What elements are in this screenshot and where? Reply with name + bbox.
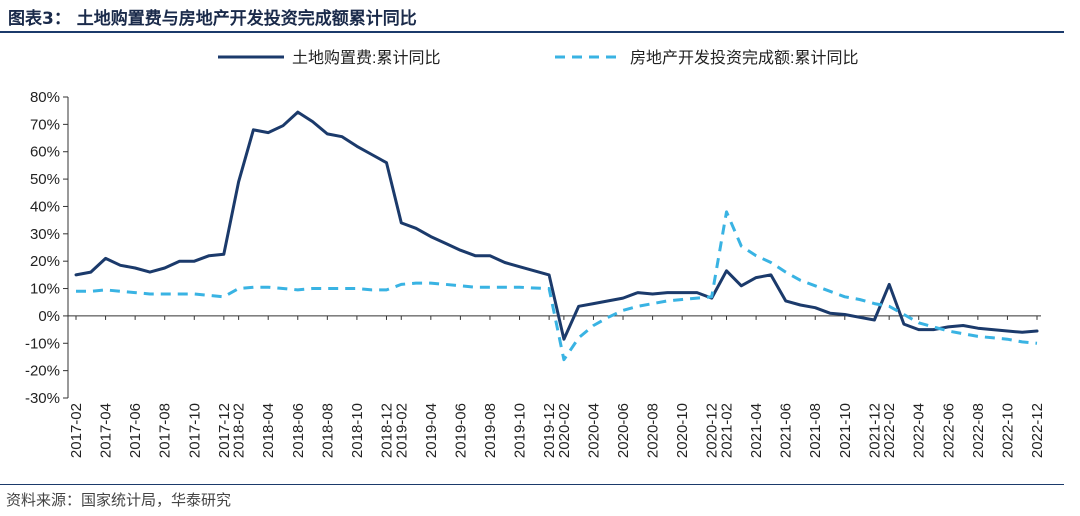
y-tick-label: 50% <box>30 171 60 188</box>
x-tick-label: 2019-08 <box>482 403 499 458</box>
x-tick-label: 2017-02 <box>68 403 85 458</box>
x-tick-label: 2019-12 <box>541 403 558 458</box>
series-line-1 <box>76 210 1038 362</box>
series-line-0 <box>74 110 1039 341</box>
x-tick-label: 2022-08 <box>970 403 987 458</box>
y-tick-label: 70% <box>30 116 60 133</box>
x-tick-label: 2018-08 <box>319 403 336 458</box>
x-tick-label: 2021-12 <box>866 403 883 458</box>
x-tick-label: 2021-06 <box>778 403 795 458</box>
x-tick-label: 2020-06 <box>615 403 632 458</box>
y-tick-label: 30% <box>30 226 60 243</box>
x-tick-label: 2020-12 <box>704 403 721 458</box>
x-tick-label: 2021-08 <box>807 403 824 458</box>
x-tick-label: 2018-02 <box>231 403 248 458</box>
line-chart: 土地购置费:累计同比 房地产开发投资完成额:累计同比 80% 70% 60% 50% 40… <box>25 49 1046 458</box>
x-tick-label: 2020-10 <box>674 403 691 458</box>
x-tick-label: 2021-02 <box>719 403 736 458</box>
x-tick-label: 2022-04 <box>911 403 928 458</box>
legend-label-1: 房地产开发投资完成额:累计同比 <box>630 49 858 67</box>
x-tick-label: 2017-06 <box>127 403 144 458</box>
source-rule <box>0 484 1064 485</box>
x-tick-label: 2018-10 <box>349 403 366 458</box>
legend: 土地购置费:累计同比 房地产开发投资完成额:累计同比 <box>218 49 858 67</box>
x-tick-label: 2020-08 <box>645 403 662 458</box>
y-tick-label: -30% <box>25 390 60 407</box>
y-tick-label: 60% <box>30 144 60 161</box>
x-tick-label: 2022-10 <box>999 403 1016 458</box>
x-tick-label: 2018-04 <box>260 403 277 458</box>
x-tick-label: 2018-06 <box>290 403 307 458</box>
source-note: 资料来源：国家统计局，华泰研究 <box>6 491 232 509</box>
plot-area <box>74 110 1039 362</box>
x-tick-label: 2019-06 <box>452 403 469 458</box>
y-tick-label: 80% <box>30 89 60 106</box>
x-tick-label: 2022-06 <box>940 403 957 458</box>
x-tick-label: 2021-10 <box>837 403 854 458</box>
x-tick-label: 2020-02 <box>556 403 573 458</box>
title-rule <box>0 31 1064 33</box>
x-tick-label: 2021-04 <box>748 403 765 458</box>
x-tick-label: 2017-10 <box>186 403 203 458</box>
y-tick-label: 20% <box>30 253 60 270</box>
x-tick-label: 2019-02 <box>393 403 410 458</box>
y-tick-label: -10% <box>25 335 60 352</box>
x-tick-label: 2018-12 <box>378 403 395 458</box>
x-tick-label: 2022-02 <box>881 403 898 458</box>
x-tick-label: 2017-04 <box>98 403 115 458</box>
x-tick-label: 2020-04 <box>585 403 602 458</box>
y-tick-label: -20% <box>25 363 60 380</box>
x-tick-label: 2019-04 <box>423 403 440 458</box>
y-tick-label: 40% <box>30 198 60 215</box>
y-tick-label: 0% <box>38 308 60 325</box>
legend-label-0: 土地购置费:累计同比 <box>292 49 440 67</box>
y-axis: 80% 70% 60% 50% 40% 30% 20% 10% 0% -10% -20% -30% <box>25 89 69 407</box>
x-tick-label: 2019-10 <box>512 403 529 458</box>
x-tick-label: 2017-08 <box>157 403 174 458</box>
x-tick-label: 2017-12 <box>216 403 233 458</box>
x-tick-label: 2022-12 <box>1029 403 1046 458</box>
y-tick-label: 10% <box>30 281 60 298</box>
x-axis: 2017-02 2017-04 2017-06 2017-08 2017-10 2017-… <box>68 315 1046 458</box>
chart-title: 图表3： 土地购置费与房地产开发投资完成额累计同比 <box>8 9 417 29</box>
